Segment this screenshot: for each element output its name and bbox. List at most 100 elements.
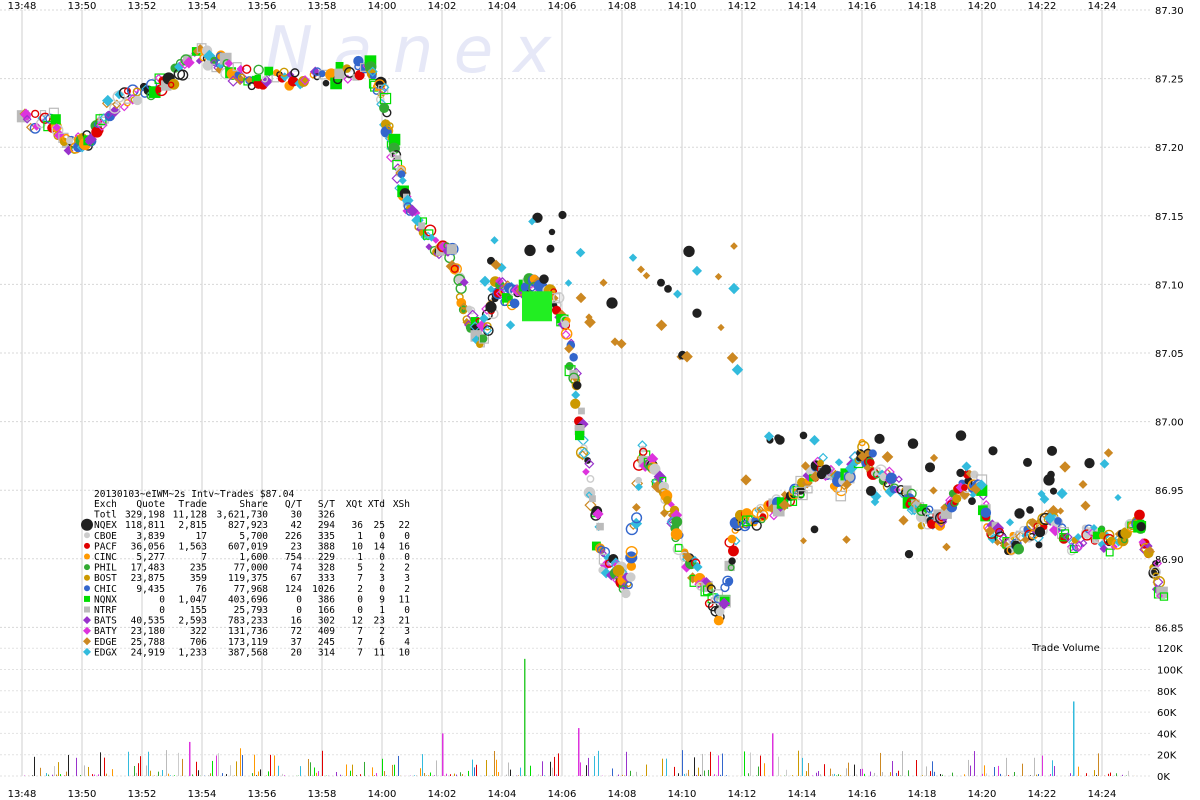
legend-cell: 7 <box>357 637 363 648</box>
trade-point <box>578 447 591 460</box>
volume-bar <box>508 762 509 776</box>
legend-cell: 17,483 <box>131 563 165 574</box>
volume-bar <box>952 772 953 776</box>
volume-bar <box>178 752 179 776</box>
trade-point <box>584 316 596 329</box>
trade-point <box>959 489 971 500</box>
legend-cell: 2 <box>404 563 410 574</box>
volume-bar <box>104 757 105 776</box>
volume-bar <box>824 764 825 776</box>
y-tick-label: 87.15 <box>1155 212 1184 223</box>
trade-point <box>578 407 585 415</box>
legend-header: Exch <box>94 499 117 510</box>
trade-point <box>546 244 555 253</box>
legend-cell: 235 <box>190 563 207 574</box>
trade-point <box>575 430 585 441</box>
volume-bar <box>106 773 107 776</box>
volume-bar <box>864 773 865 776</box>
volume-bar <box>314 767 315 776</box>
volume-bar <box>518 775 519 776</box>
trade-point <box>1078 479 1088 489</box>
volume-bar <box>704 770 705 776</box>
legend-header: S/T <box>318 499 335 510</box>
volume-bar <box>448 775 449 776</box>
trade-point <box>97 116 108 127</box>
trade-point <box>1136 522 1146 532</box>
legend-cell: 155 <box>190 605 207 616</box>
trade-point <box>109 105 121 118</box>
volume-bar <box>150 770 151 776</box>
x-tick-label: 14:00 <box>368 789 397 800</box>
trade-point <box>635 476 643 484</box>
legend-cell: 1,047 <box>178 594 207 605</box>
volume-bar <box>544 775 545 776</box>
trade-point <box>606 297 618 309</box>
volume-bar <box>758 766 759 776</box>
volume-bar <box>468 770 469 776</box>
volume-bar <box>374 775 375 776</box>
legend-cell: 0 <box>404 605 410 616</box>
x-tick-label: 14:06 <box>548 789 577 800</box>
legend-marker <box>83 626 91 635</box>
trade-point <box>740 474 752 486</box>
trade-point <box>1044 512 1056 525</box>
x-tick-label: 13:56 <box>248 789 277 800</box>
trade-point <box>956 468 965 478</box>
trade-point <box>929 453 939 463</box>
volume-bar <box>40 767 41 776</box>
legend-cell: 36 <box>352 520 364 531</box>
x-tick-label: 13:48 <box>8 1 37 12</box>
trade-point <box>804 485 813 494</box>
volume-bar <box>422 754 423 776</box>
legend-cell: 1 <box>357 552 363 563</box>
volume-bar <box>812 775 813 776</box>
volume-bar <box>212 760 213 776</box>
volume-bar <box>982 773 983 776</box>
legend-cell: 0 <box>296 605 302 616</box>
volume-bar <box>170 775 171 776</box>
legend-cell: 17 <box>196 531 207 542</box>
trade-point <box>427 233 436 242</box>
volume-bar <box>256 775 257 776</box>
trade-point <box>600 567 612 579</box>
volume-bar <box>189 741 191 776</box>
volume-bar <box>138 763 139 776</box>
trade-point <box>642 271 651 280</box>
volume-bar <box>342 775 343 776</box>
legend-cell: 328 <box>318 563 335 574</box>
trade-point <box>422 229 434 240</box>
volume-bar <box>860 769 861 776</box>
legend-cell: EDGX <box>94 647 117 658</box>
trade-point <box>264 66 274 76</box>
volume-bar <box>242 755 243 776</box>
trade-point <box>418 222 426 230</box>
trade-point <box>874 433 885 444</box>
volume-bar <box>902 751 903 776</box>
trade-point <box>1134 509 1145 521</box>
legend-cell: 0 <box>379 531 385 542</box>
trade-point <box>354 70 365 81</box>
trade-point <box>1099 544 1109 554</box>
legend-cell: EDGE <box>94 637 117 648</box>
volume-bar <box>896 773 897 776</box>
volume-bar <box>684 773 685 776</box>
y-tick-label: 86.95 <box>1155 486 1184 497</box>
trade-point <box>778 499 791 511</box>
volume-bar <box>416 775 417 776</box>
volume-bar <box>140 756 141 776</box>
trade-point <box>406 204 419 217</box>
volume-bar <box>260 769 261 776</box>
volume-bar <box>450 774 451 776</box>
trade-point <box>592 508 604 520</box>
trade-point <box>299 75 311 86</box>
legend-cell: 42 <box>291 520 302 531</box>
volume-bar <box>716 774 717 776</box>
trade-point <box>1099 458 1110 469</box>
volume-bar <box>974 751 975 776</box>
trade-point <box>616 338 627 349</box>
legend-cell: 2 <box>379 563 385 574</box>
volume-bar <box>702 753 703 776</box>
volume-bar <box>1006 757 1007 776</box>
y-tick-label: 86.90 <box>1155 555 1184 566</box>
